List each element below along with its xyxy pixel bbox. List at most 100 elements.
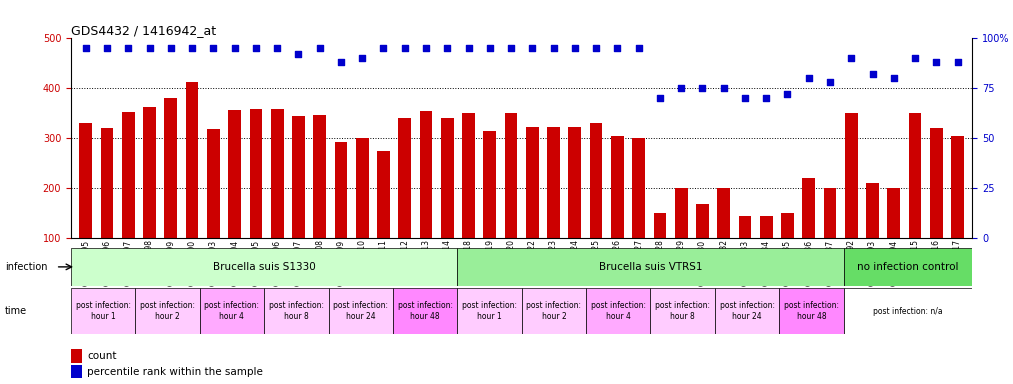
Bar	[824, 188, 837, 288]
Bar	[270, 109, 284, 288]
Bar	[419, 111, 433, 288]
Text: time: time	[5, 306, 27, 316]
Bar	[313, 115, 326, 288]
FancyBboxPatch shape	[844, 248, 972, 286]
Point	[588, 45, 604, 51]
Text: post infection:
hour 4: post infection: hour 4	[205, 301, 259, 321]
Bar	[590, 123, 603, 288]
Bar	[632, 138, 645, 288]
Point	[885, 75, 902, 81]
Text: post infection:
hour 4: post infection: hour 4	[591, 301, 646, 321]
FancyBboxPatch shape	[71, 288, 136, 334]
FancyBboxPatch shape	[264, 288, 328, 334]
Point	[376, 45, 392, 51]
Text: post infection:
hour 1: post infection: hour 1	[76, 301, 131, 321]
Bar	[951, 136, 964, 288]
Point	[928, 59, 944, 65]
Text: post infection:
hour 2: post infection: hour 2	[527, 301, 581, 321]
Bar	[71, 365, 82, 378]
Bar	[675, 188, 688, 288]
Text: post infection: n/a: post infection: n/a	[873, 306, 943, 316]
Point	[227, 45, 243, 51]
Point	[843, 55, 859, 61]
FancyBboxPatch shape	[587, 288, 650, 334]
Point	[312, 45, 328, 51]
Point	[566, 45, 582, 51]
Text: no infection control: no infection control	[857, 262, 959, 272]
Text: post infection:
hour 2: post infection: hour 2	[140, 301, 196, 321]
Bar	[760, 216, 773, 288]
Point	[99, 45, 115, 51]
Point	[758, 95, 774, 101]
Point	[461, 45, 477, 51]
Point	[524, 45, 540, 51]
Bar	[653, 213, 667, 288]
Point	[184, 45, 201, 51]
FancyBboxPatch shape	[200, 288, 264, 334]
Point	[630, 45, 646, 51]
Bar	[164, 98, 177, 288]
Point	[822, 79, 838, 85]
Point	[715, 85, 731, 91]
Bar	[356, 138, 369, 288]
Bar	[462, 113, 475, 288]
Bar	[207, 129, 220, 288]
Bar	[377, 151, 390, 288]
Point	[651, 95, 668, 101]
Point	[907, 55, 923, 61]
Point	[673, 85, 689, 91]
FancyBboxPatch shape	[715, 288, 779, 334]
Bar	[738, 216, 752, 288]
Point	[355, 55, 371, 61]
Text: post infection:
hour 48: post infection: hour 48	[397, 301, 453, 321]
Point	[291, 51, 307, 58]
Bar	[79, 123, 92, 288]
Bar	[887, 188, 901, 288]
Bar	[504, 113, 518, 288]
Text: post infection:
hour 8: post infection: hour 8	[268, 301, 324, 321]
Bar	[866, 183, 879, 288]
Bar	[802, 178, 815, 288]
Text: post infection:
hour 1: post infection: hour 1	[462, 301, 517, 321]
Bar	[568, 127, 581, 288]
Point	[418, 45, 435, 51]
Bar	[100, 128, 113, 288]
FancyBboxPatch shape	[457, 248, 844, 286]
Bar	[845, 113, 858, 288]
Point	[248, 45, 264, 51]
Text: post infection:
hour 24: post infection: hour 24	[333, 301, 388, 321]
Point	[163, 45, 179, 51]
Text: percentile rank within the sample: percentile rank within the sample	[87, 367, 263, 377]
FancyBboxPatch shape	[71, 248, 457, 286]
Bar	[122, 112, 135, 288]
Bar	[526, 127, 539, 288]
Point	[333, 59, 349, 65]
Text: count: count	[87, 351, 116, 361]
Bar	[441, 118, 454, 288]
Text: post infection:
hour 8: post infection: hour 8	[655, 301, 710, 321]
Point	[206, 45, 222, 51]
Bar	[696, 204, 709, 288]
Point	[482, 45, 498, 51]
Bar	[398, 118, 411, 288]
Point	[864, 71, 880, 78]
Point	[440, 45, 456, 51]
FancyBboxPatch shape	[650, 288, 715, 334]
Point	[269, 45, 286, 51]
Point	[397, 45, 413, 51]
Bar	[71, 349, 82, 363]
Point	[949, 59, 965, 65]
Point	[503, 45, 520, 51]
Bar	[185, 82, 199, 288]
Text: post infection:
hour 48: post infection: hour 48	[784, 301, 839, 321]
Point	[78, 45, 94, 51]
Bar	[292, 116, 305, 288]
FancyBboxPatch shape	[328, 288, 393, 334]
Point	[545, 45, 561, 51]
Text: infection: infection	[5, 262, 48, 272]
Point	[736, 95, 753, 101]
Point	[779, 91, 795, 98]
Bar	[249, 109, 262, 288]
Text: Brucella suis VTRS1: Brucella suis VTRS1	[599, 262, 702, 272]
Bar	[909, 113, 922, 288]
